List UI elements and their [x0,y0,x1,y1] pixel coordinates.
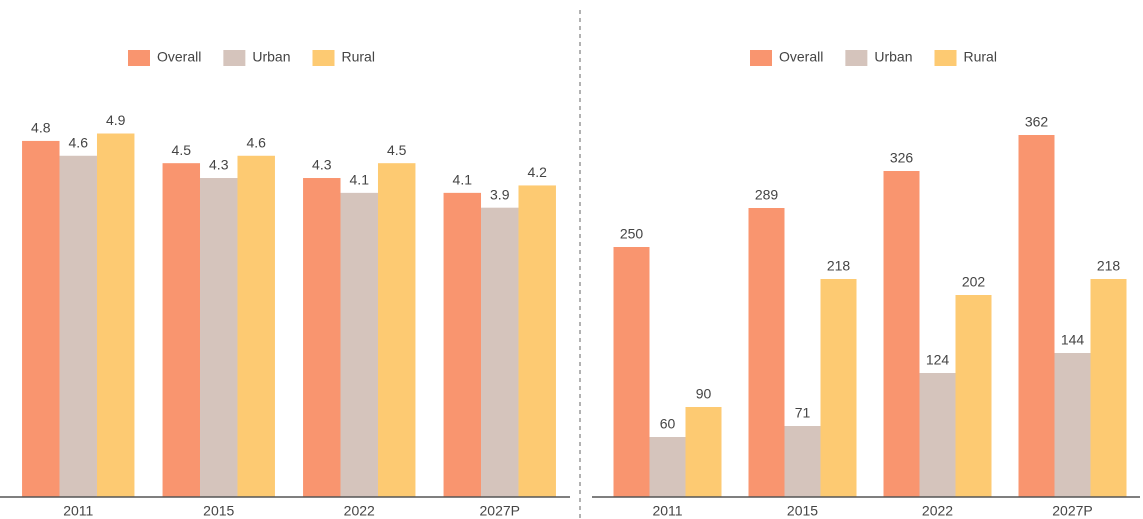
legend-swatch [128,50,150,66]
bar [748,208,785,497]
x-tick-label: 2022 [922,503,953,519]
bar [1054,353,1091,497]
value-label: 4.2 [527,164,547,180]
value-label: 4.8 [31,120,51,136]
value-label: 71 [795,405,811,421]
legend-swatch [312,50,335,66]
value-label: 362 [1025,114,1049,130]
bar [883,171,920,497]
bar [919,373,956,497]
legend-label: Overall [779,49,823,65]
x-tick-label: 2011 [652,503,682,519]
bar [481,207,519,497]
value-label: 124 [926,352,950,368]
value-label: 60 [660,416,676,432]
legend-label: Rural [964,49,997,65]
value-label: 4.9 [106,112,126,128]
value-label: 4.5 [387,142,407,158]
x-tick-label: 2027P [1052,503,1092,519]
legend-label: Overall [157,49,201,65]
bar [784,426,821,497]
bar [377,163,416,497]
value-label: 4.6 [69,134,89,150]
value-label: 202 [962,274,986,290]
legend-swatch [750,50,772,66]
legend-label: Urban [252,49,290,65]
legend-swatch [845,50,868,66]
x-tick-label: 2027P [480,503,520,519]
value-label: 289 [755,187,779,203]
bar [649,437,686,497]
legend-swatch [223,50,246,66]
value-label: 4.3 [209,157,229,173]
bar [1090,279,1127,497]
value-label: 4.3 [312,157,332,173]
value-label: 4.1 [350,172,370,188]
bar [237,155,275,497]
legend-swatch [934,50,957,66]
bar [443,192,482,497]
value-label: 4.1 [453,172,473,188]
legend-label: Rural [342,49,375,65]
value-label: 144 [1061,332,1085,348]
bar [303,178,341,497]
bar [59,155,97,497]
legend-label: Urban [874,49,912,65]
value-label: 90 [696,386,712,402]
bar [96,133,135,497]
value-label: 218 [1097,258,1121,274]
x-tick-label: 2015 [203,503,234,519]
bar [1018,135,1055,497]
bar [685,407,722,497]
bar [340,192,378,497]
bar [162,163,201,497]
bar [200,178,238,497]
x-tick-label: 2015 [787,503,818,519]
value-label: 4.6 [246,134,266,150]
value-label: 218 [827,258,851,274]
bar [955,295,992,497]
bar [518,185,556,497]
bar [22,140,60,497]
x-tick-label: 2022 [344,503,375,519]
x-tick-label: 2011 [63,503,93,519]
value-label: 326 [890,150,914,166]
value-label: 3.9 [490,186,510,202]
value-label: 250 [620,226,644,242]
bar [820,279,857,497]
bar [613,247,650,497]
value-label: 4.5 [172,142,192,158]
